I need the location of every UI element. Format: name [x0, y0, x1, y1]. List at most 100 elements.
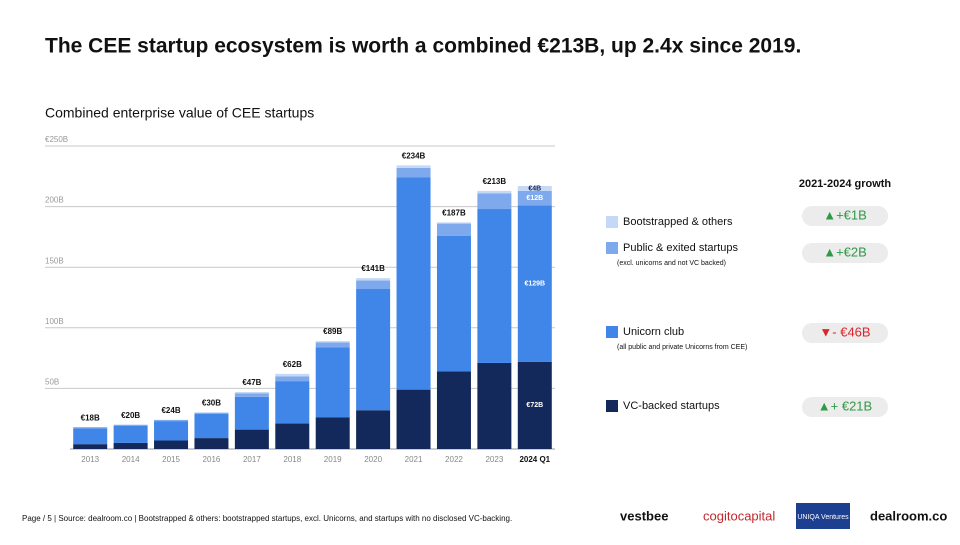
- growth-value: ▼- €46B: [819, 324, 870, 339]
- bar-segment: [113, 424, 148, 426]
- x-tick-label: 2017: [243, 455, 261, 464]
- bar-segment: [315, 417, 350, 449]
- legend-note: (all public and private Unicorns from CE…: [617, 344, 747, 351]
- x-tick-label: 2024 Q1: [519, 455, 550, 464]
- bar-segment: [73, 428, 108, 445]
- logo-box: [796, 503, 850, 529]
- bar-segment: [315, 342, 350, 348]
- bar-segment: [275, 373, 310, 377]
- total-label: €213B: [483, 177, 507, 186]
- bar-segment: [154, 440, 189, 449]
- bar-segment: [436, 222, 471, 224]
- bar-segment: [517, 190, 552, 206]
- bar-segment: [517, 361, 552, 449]
- legend-swatch: [606, 242, 618, 254]
- total-label: €89B: [323, 327, 342, 336]
- growth-badge: [802, 206, 888, 226]
- logo: cogitocapital: [703, 508, 775, 523]
- bar-segment: [194, 412, 229, 414]
- bar-segment: [275, 376, 310, 382]
- x-tick-label: 2018: [283, 455, 301, 464]
- total-label: €18B: [81, 413, 100, 422]
- bar-segment: [113, 425, 148, 443]
- bar-segment: [73, 444, 108, 449]
- value-label: €4B: [528, 185, 541, 192]
- legend-label: VC-backed startups: [623, 400, 720, 412]
- bar-segment: [477, 193, 512, 210]
- y-tick-label: 200B: [45, 196, 64, 205]
- bar-segment: [275, 423, 310, 449]
- legend-label: Unicorn club: [623, 326, 684, 338]
- x-tick-label: 2020: [364, 455, 382, 464]
- bar-segment: [315, 347, 350, 418]
- bar-segment: [477, 190, 512, 194]
- y-tick-label: 50B: [45, 378, 59, 387]
- legend-swatch: [606, 216, 618, 228]
- y-tick-label: 150B: [45, 256, 64, 265]
- bar-segment: [194, 413, 229, 439]
- bar-segment: [154, 419, 189, 422]
- x-tick-label: 2023: [485, 455, 503, 464]
- y-tick-label: €250B: [45, 135, 68, 144]
- bar-segment: [356, 410, 391, 449]
- growth-title: 2021-2024 growth: [799, 178, 892, 190]
- bar-segment: [194, 438, 229, 449]
- total-label: €234B: [402, 152, 426, 161]
- logo: vestbee: [620, 508, 668, 523]
- total-label: €47B: [242, 378, 261, 387]
- legend-label: Bootstrapped & others: [623, 216, 733, 228]
- bar-segment: [396, 165, 431, 168]
- bar-segment: [396, 389, 431, 449]
- bar-segment: [234, 392, 269, 394]
- x-tick-label: 2013: [81, 455, 99, 464]
- x-tick-label: 2019: [324, 455, 342, 464]
- logo: UNIQA Ventures: [797, 514, 849, 521]
- legend-swatch: [606, 400, 618, 412]
- bar-segment: [436, 223, 471, 236]
- bar-segment: [73, 427, 108, 429]
- bar-segment: [315, 341, 350, 343]
- bar-segment: [234, 393, 269, 397]
- x-tick-label: 2014: [122, 455, 140, 464]
- logo: dealroom.co: [870, 508, 947, 523]
- x-tick-label: 2015: [162, 455, 180, 464]
- bar-segment: [356, 289, 391, 411]
- total-label: €62B: [283, 360, 302, 369]
- growth-badge: [802, 397, 888, 417]
- bar-segment: [113, 442, 148, 449]
- value-label: €129B: [524, 280, 545, 287]
- bar-segment: [477, 209, 512, 363]
- bar-segment: [396, 167, 431, 178]
- value-label: €72B: [526, 402, 543, 409]
- bar-segment: [234, 396, 269, 430]
- bar-segment: [154, 421, 189, 441]
- bar-segment: [517, 205, 552, 362]
- value-label: €12B: [526, 195, 543, 202]
- bar-segment: [396, 177, 431, 390]
- growth-value: ▲+ €21B: [818, 398, 872, 413]
- total-label: €24B: [161, 406, 180, 415]
- bar-segment: [477, 362, 512, 449]
- bar-segment: [517, 185, 552, 191]
- bar-segment: [275, 381, 310, 424]
- total-label: €187B: [442, 208, 466, 217]
- chart-subtitle: Combined enterprise value of CEE startup…: [45, 105, 314, 121]
- x-tick-label: 2016: [203, 455, 221, 464]
- legend-note: (excl. unicorns and not VC backed): [617, 260, 726, 267]
- growth-badge: [802, 243, 888, 263]
- bar-segment: [436, 235, 471, 372]
- legend-swatch: [606, 326, 618, 338]
- bar-segment: [234, 429, 269, 449]
- x-tick-label: 2022: [445, 455, 463, 464]
- growth-value: ▲+€1B: [823, 207, 867, 222]
- bar-segment: [436, 371, 471, 449]
- growth-badge: [802, 323, 888, 343]
- bar-segment: [356, 280, 391, 290]
- total-label: €30B: [202, 399, 221, 408]
- bar-segment: [356, 278, 391, 281]
- total-label: €141B: [361, 264, 385, 273]
- x-tick-label: 2021: [405, 455, 423, 464]
- footer-source: Page / 5 | Source: dealroom.co | Bootstr…: [22, 514, 512, 523]
- y-tick-label: 100B: [45, 317, 64, 326]
